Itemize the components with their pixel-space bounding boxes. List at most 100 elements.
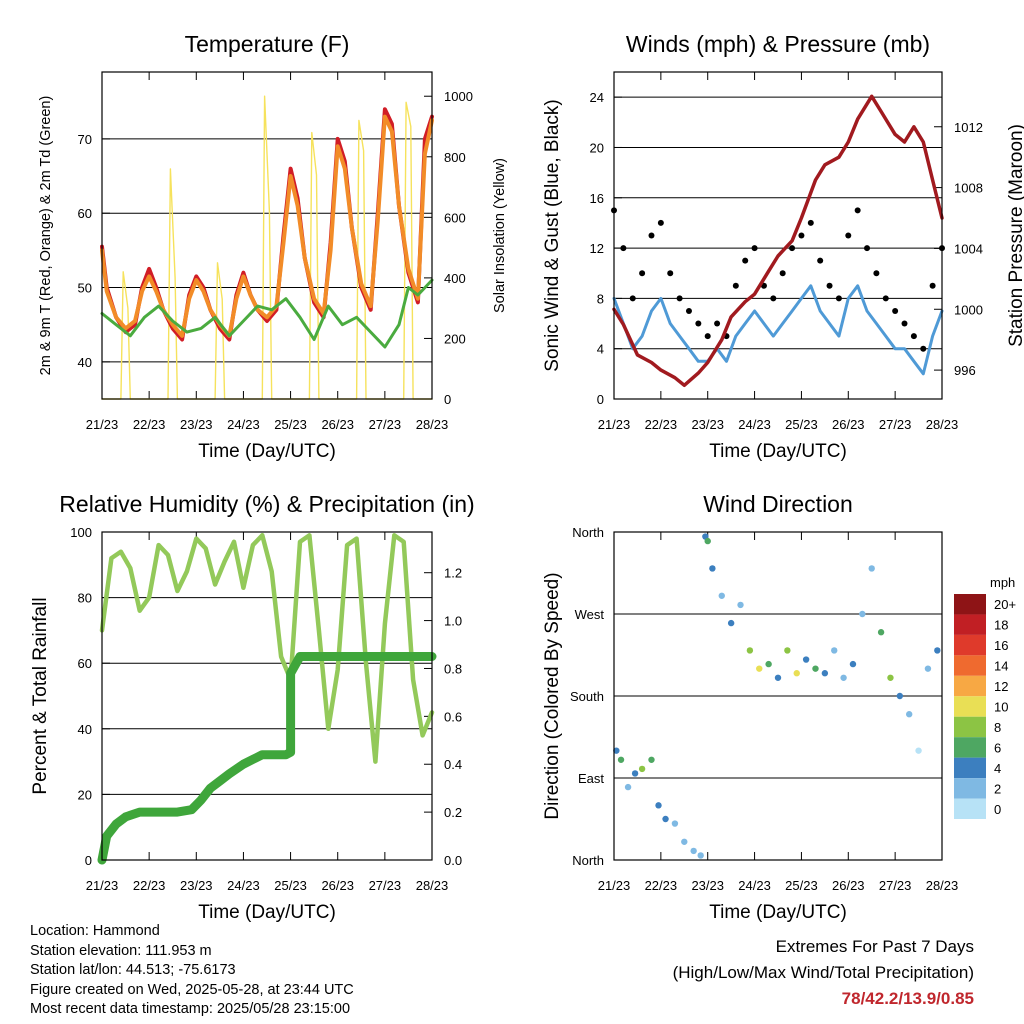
colorbar-label: 10 [994, 700, 1008, 715]
x-tick-label: 24/23 [738, 417, 771, 432]
plot-frame [613, 531, 943, 861]
y-tick-label: North [572, 853, 604, 868]
x-tick-label: 27/23 [879, 417, 912, 432]
y-tick-label: 80 [78, 591, 92, 606]
gust-point [751, 245, 758, 252]
colorbar-label: 20+ [994, 597, 1016, 612]
direction-point [896, 692, 904, 700]
gust-point [901, 320, 908, 327]
direction-point [671, 820, 679, 827]
x-axis-label: Time (Day/UTC) [198, 441, 336, 462]
plot-frame [613, 71, 943, 400]
y2-tick-label: 600 [444, 210, 466, 225]
colorbar-label: 16 [994, 638, 1008, 653]
colorbar-swatch [954, 757, 986, 779]
colorbar-swatch [954, 696, 986, 717]
x-tick-label: 21/23 [86, 878, 119, 893]
direction-point [690, 847, 697, 855]
direction-point [697, 852, 704, 859]
direction-point [859, 610, 866, 618]
direction-point [737, 601, 744, 609]
gust-point [873, 270, 880, 277]
figure-created: Figure created on Wed, 2025-05-28, at 23… [30, 981, 354, 998]
gust-point [657, 219, 664, 226]
direction-point [718, 592, 725, 599]
station-info: Location: Hammond Station elevation: 111… [30, 922, 354, 1020]
x-tick-label: 26/23 [321, 878, 354, 893]
y2-axis-label: Solar Insolation (Yellow) [492, 158, 508, 313]
x-tick-label: 25/23 [785, 878, 818, 893]
y2-tick-label: 800 [444, 150, 466, 165]
gust-point [920, 345, 927, 352]
x-tick-label: 23/23 [691, 417, 724, 432]
colorbar-swatch [954, 594, 986, 615]
y-tick-label: 16 [590, 191, 604, 206]
x-tick-label: 25/23 [274, 878, 307, 893]
x-tick-label: 23/23 [691, 878, 724, 893]
precipitation-line [97, 652, 437, 865]
y2-tick-label: 1.0 [444, 614, 462, 629]
direction-point [802, 656, 810, 663]
x-axis-label: Time (Day/UTC) [709, 441, 847, 462]
colorbar-swatch [954, 655, 986, 676]
x-tick-label: 28/23 [416, 417, 449, 432]
y-tick-label: 40 [78, 722, 92, 737]
direction-point [840, 674, 847, 681]
y-tick-label: 60 [78, 656, 92, 671]
x-axis-label: Time (Day/UTC) [198, 902, 336, 923]
y-tick-label: 100 [70, 525, 92, 540]
x-tick-label: 26/23 [832, 878, 865, 893]
y-tick-label: 70 [78, 132, 92, 147]
latest-data-timestamp: Most recent data timestamp: 2025/05/28 2… [30, 1001, 351, 1017]
direction-point [613, 747, 620, 754]
chart-panel-4: Wind Direction Time (Day/UTC) Direction (C… [542, 491, 1016, 923]
gust-point [910, 333, 917, 340]
direction-point [681, 838, 688, 845]
chart-title: Wind Direction [703, 491, 853, 517]
x-tick-label: 22/23 [645, 417, 678, 432]
gust-point [892, 307, 899, 314]
y-tick-label: North [572, 525, 604, 540]
direction-point [638, 765, 646, 773]
x-tick-label: 21/23 [86, 417, 119, 432]
y-tick-label: 50 [78, 281, 92, 296]
direction-point [915, 747, 922, 754]
y-tick-label: West [575, 607, 605, 622]
gust-point [798, 232, 805, 239]
colorbar-label: 0 [994, 802, 1001, 817]
y2-tick-label: 1008 [954, 181, 983, 196]
gust-point [685, 307, 692, 314]
y2-tick-label: 1.2 [444, 566, 462, 581]
station-elevation: Station elevation: 111.953 m [30, 942, 212, 959]
gust-point [770, 295, 777, 302]
y2-tick-label: 200 [444, 331, 466, 346]
colorbar-swatch [954, 675, 986, 697]
y-tick-label: 40 [78, 355, 92, 370]
y-tick-label: 0 [597, 392, 604, 407]
gust-point [826, 282, 833, 289]
direction-point [868, 565, 875, 572]
y2-tick-label: 0.8 [444, 661, 462, 676]
colorbar-swatch [954, 634, 986, 656]
direction-point [774, 674, 782, 681]
colorbar-label: 18 [994, 618, 1008, 633]
x-tick-label: 27/23 [369, 417, 402, 432]
y-tick-label: 0 [85, 853, 92, 868]
direction-point [906, 711, 913, 718]
direction-point [887, 674, 894, 681]
y-axis-label: Sonic Wind & Gust (Blue, Black) [542, 99, 563, 371]
direction-point [934, 647, 941, 654]
y-tick-label: 24 [590, 90, 604, 105]
y2-tick-label: 996 [954, 363, 976, 378]
gust-point [695, 320, 702, 327]
dewpoint-line [100, 278, 434, 349]
gust-point [882, 295, 889, 302]
chart-title: Relative Humidity (%) & Precipitation (i… [59, 491, 474, 517]
direction-point [821, 670, 829, 677]
gust-point [667, 270, 674, 277]
direction-point [793, 670, 800, 677]
y-axis-label: Percent & Total Rainfall [30, 597, 51, 794]
gust-point [639, 270, 646, 277]
x-tick-label: 27/23 [879, 878, 912, 893]
